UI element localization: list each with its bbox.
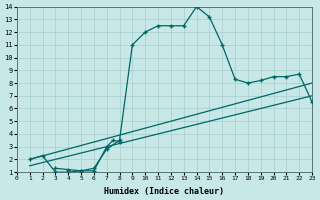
X-axis label: Humidex (Indice chaleur): Humidex (Indice chaleur) [104,187,224,196]
